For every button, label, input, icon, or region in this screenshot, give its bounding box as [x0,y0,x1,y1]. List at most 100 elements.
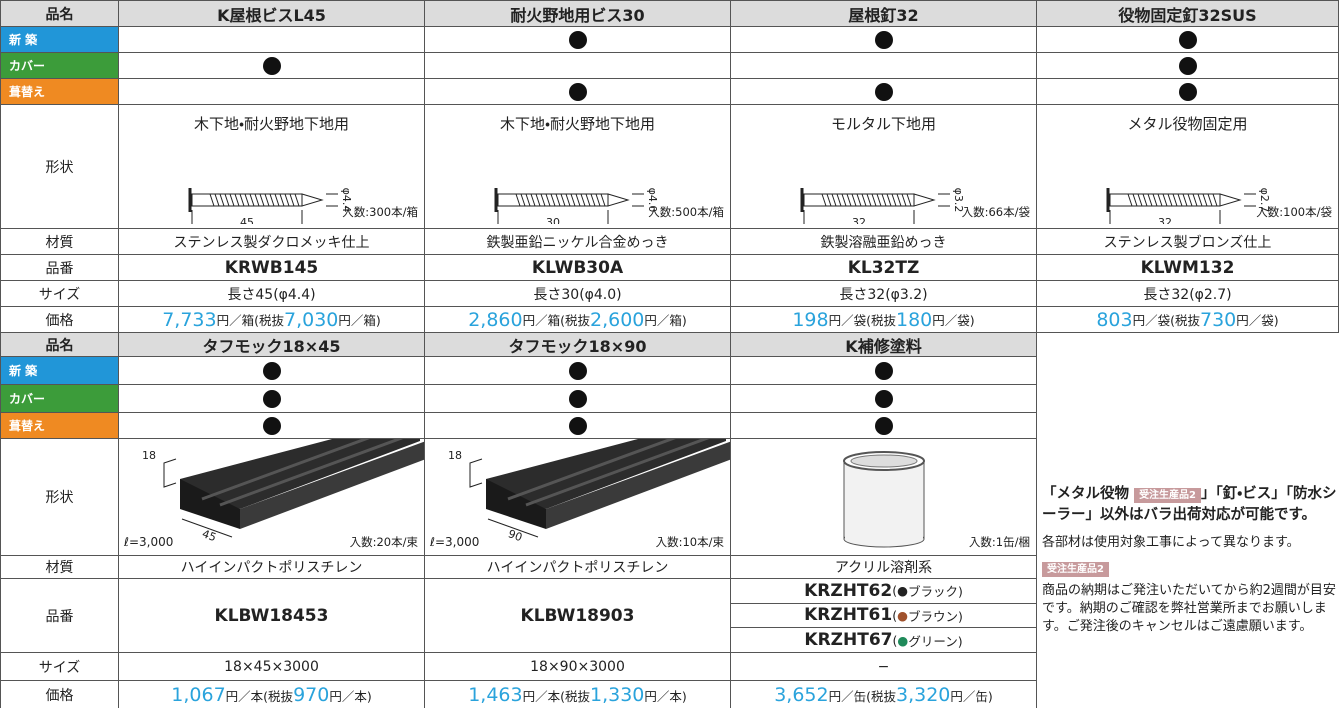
groove [218,439,403,507]
thread [1142,193,1147,207]
price-part: 1,330 [590,684,645,706]
price-part: 円／袋(税抜 [828,313,896,328]
size: 18×45×3000 [118,652,425,681]
product-name: 耐火野地用ビス30 [424,0,731,27]
size: 18×90×3000 [424,652,731,681]
variant-label: ● [897,583,908,599]
screw-tip [607,193,630,207]
thread [259,193,264,207]
thread [535,193,540,207]
note-text: 「メタル役物 [1042,486,1129,502]
board-face [179,479,240,529]
dot [568,389,587,408]
availability [118,52,425,79]
thread [249,193,254,207]
row-label: 葺替え [0,412,119,439]
thread [565,193,570,207]
product-name: 屋根釘32 [730,0,1037,27]
thread [209,193,214,207]
material: ステンレス製ブロンズ仕上 [1036,228,1339,255]
availability [1036,26,1339,53]
availability [730,52,1037,79]
dimension-label: φ4.0 [646,188,659,213]
code: KLBW18903 [424,578,731,653]
price-cell: 7,733 円／箱(税抜 7,030 円／箱) [118,306,425,333]
thread [836,193,841,207]
dimension-label: φ4.4 [340,188,353,213]
board-top [239,441,424,529]
groove [506,439,676,501]
thread [1137,193,1142,207]
thread [1172,193,1177,207]
illustration: φ3.2 32 入数:66本/袋 [800,188,1030,224]
code: KLWM132 [1036,254,1339,281]
variant-label: ( [892,632,898,648]
price-part: 円／袋(税抜 [1132,313,1200,328]
dot [262,361,281,380]
code: KRWB145 [118,254,425,281]
thread [595,193,600,207]
material: ハイインパクトポリスチレン [118,555,425,579]
product-name: タフモック18×90 [424,332,731,357]
dim [181,518,232,538]
dot [874,361,893,380]
thread [585,193,590,207]
illustration: 18 90 ℓ=3,000 入数:10本/束 [429,439,730,549]
thread [1182,193,1187,207]
thread [580,193,585,207]
thread [891,193,896,207]
thread [530,193,535,207]
thread [229,193,234,207]
price-cell: 1,067 円／本(税抜 970 円／本) [118,680,425,708]
thread [846,193,851,207]
code: KRZHT67 [804,630,893,651]
price-cell: 3,652 円／缶(税抜 3,320 円／缶) [730,680,1037,708]
illustration: 入数:1缶/梱 [842,451,1030,549]
can-lid [850,454,917,468]
row-label: 品名 [0,332,119,357]
row-label: 葺替え [0,78,119,105]
variant-label: ブラウン) [908,608,963,624]
thread [550,193,555,207]
price-cell: 198 円／袋(税抜 180 円／袋) [730,306,1037,333]
note-text: 」「釘・ビス」「防水シーラー」以外はバラ出荷対応が可能です。 [1042,486,1337,523]
shape-cell: モルタル下地用 φ3.2 32 入数:66本/袋 [730,104,1037,229]
row-label: サイズ [0,280,119,307]
price-part: 803 [1096,308,1133,331]
usage: メタル役物固定用 [1127,115,1248,133]
availability [118,356,425,385]
usage: 木下地・耐火野地下地用 [499,115,656,133]
availability [424,52,731,79]
thread [1152,193,1157,207]
dimension-label: 入数:10本/束 [655,535,724,549]
dot [262,416,281,435]
availability [118,384,425,413]
availability [730,26,1037,53]
price-part: 円／箱(税抜 [216,313,284,328]
material: ステンレス製ダクロメッキ仕上 [118,228,425,255]
price-part: 180 [896,308,933,331]
price-part: 1,463 [468,684,523,706]
thread [1192,193,1197,207]
dot [568,361,587,380]
price-part: 7,733 [162,308,217,331]
dimension-label: 入数:500本/箱 [648,205,724,219]
row-label: 品名 [0,0,119,27]
thread [1147,193,1152,207]
price-part: 198 [792,308,829,331]
price-part: 7,030 [284,308,339,331]
thread [1187,193,1192,207]
thread [876,193,881,207]
code: KL32TZ [730,254,1037,281]
dimension-label: 18 [448,449,462,462]
thread [274,193,279,207]
row-label: カバー [0,384,119,413]
board-face [485,479,546,529]
price-part: 3,320 [896,684,951,706]
dim [163,458,176,488]
thread [515,193,520,207]
dot [874,389,893,408]
thread [1127,193,1132,207]
availability [730,356,1037,385]
price-cell: 2,860 円／箱(税抜 2,600 円／箱) [424,306,731,333]
